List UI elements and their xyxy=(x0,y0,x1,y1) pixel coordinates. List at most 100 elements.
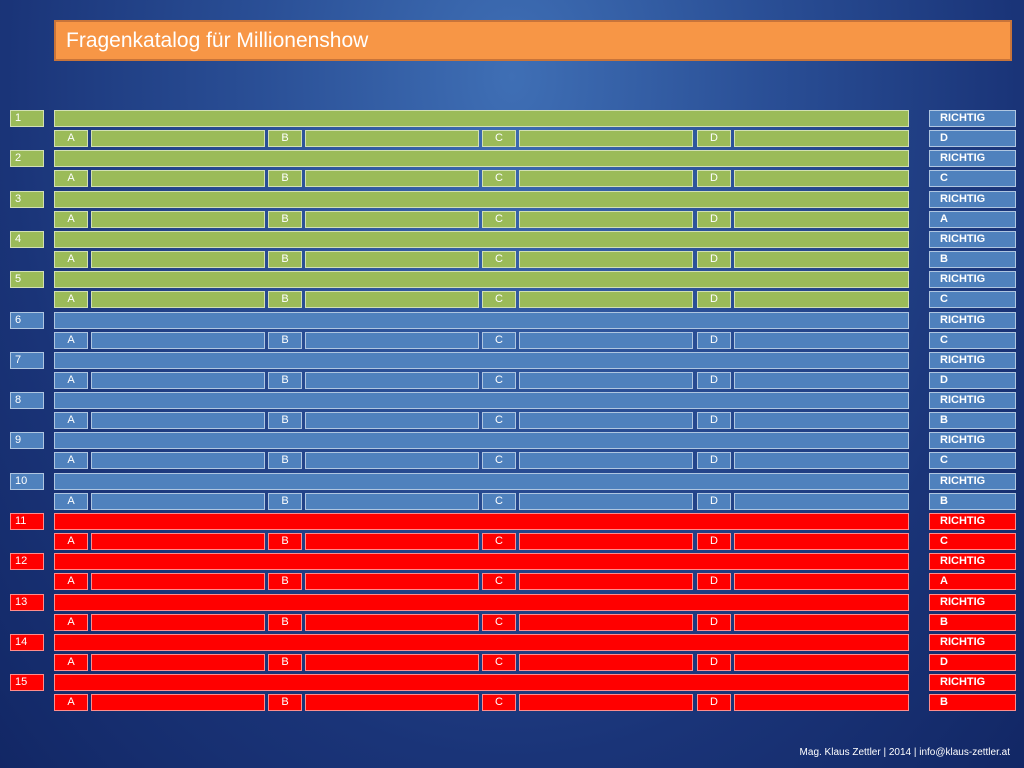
option-c-field[interactable] xyxy=(519,694,693,712)
option-a-field[interactable] xyxy=(91,492,265,510)
question-text-field[interactable] xyxy=(54,553,909,571)
option-a-field[interactable] xyxy=(91,573,265,591)
option-c-field[interactable] xyxy=(519,573,693,591)
option-d-field[interactable] xyxy=(734,250,909,268)
question-row: 14 A B C D RICHTIG D xyxy=(0,633,1024,674)
option-b-field[interactable] xyxy=(305,492,479,510)
question-row: 8 A B C D RICHTIG B xyxy=(0,392,1024,432)
option-c-label: C xyxy=(482,331,516,349)
question-text-field[interactable] xyxy=(54,392,909,410)
option-d-field[interactable] xyxy=(734,452,909,470)
option-a-label: A xyxy=(54,492,88,510)
correct-answer-value: B xyxy=(929,613,1016,631)
question-text-field[interactable] xyxy=(54,311,909,329)
question-number: 10 xyxy=(10,472,44,490)
option-a-field[interactable] xyxy=(91,371,265,389)
option-b-field[interactable] xyxy=(305,653,479,671)
option-c-label: C xyxy=(482,291,516,309)
option-d-field[interactable] xyxy=(734,371,909,389)
option-a-field[interactable] xyxy=(91,452,265,470)
option-c-field[interactable] xyxy=(519,492,693,510)
option-a-field[interactable] xyxy=(91,170,265,188)
option-b-field[interactable] xyxy=(305,210,479,228)
option-a-field[interactable] xyxy=(91,412,265,430)
question-text-field[interactable] xyxy=(54,351,909,369)
question-row: 13 A B C D RICHTIG B xyxy=(0,593,1024,634)
question-row: 4 A B C D RICHTIG B xyxy=(0,230,1024,271)
option-a-field[interactable] xyxy=(91,653,265,671)
option-d-label: D xyxy=(697,412,731,430)
question-text-field[interactable] xyxy=(54,513,909,530)
option-d-field[interactable] xyxy=(734,694,909,712)
option-b-field[interactable] xyxy=(305,291,479,309)
question-text-field[interactable] xyxy=(54,472,909,490)
option-a-label: A xyxy=(54,210,88,228)
option-b-field[interactable] xyxy=(305,371,479,389)
question-text-field[interactable] xyxy=(54,230,909,248)
option-c-field[interactable] xyxy=(519,130,693,147)
option-c-field[interactable] xyxy=(519,613,693,631)
question-text-field[interactable] xyxy=(54,190,909,208)
option-a-field[interactable] xyxy=(91,250,265,268)
option-b-field[interactable] xyxy=(305,170,479,188)
option-a-label: A xyxy=(54,130,88,147)
option-b-field[interactable] xyxy=(305,331,479,349)
option-d-field[interactable] xyxy=(734,653,909,671)
option-b-field[interactable] xyxy=(305,452,479,470)
correct-answer-value: B xyxy=(929,412,1016,430)
option-c-field[interactable] xyxy=(519,533,693,550)
option-d-field[interactable] xyxy=(734,291,909,309)
option-b-field[interactable] xyxy=(305,613,479,631)
question-number: 7 xyxy=(10,351,44,369)
question-text-field[interactable] xyxy=(54,674,909,692)
option-c-field[interactable] xyxy=(519,331,693,349)
option-c-field[interactable] xyxy=(519,371,693,389)
option-c-field[interactable] xyxy=(519,412,693,430)
option-d-field[interactable] xyxy=(734,412,909,430)
option-b-label: B xyxy=(268,533,302,550)
option-c-field[interactable] xyxy=(519,250,693,268)
option-c-field[interactable] xyxy=(519,170,693,188)
question-text-field[interactable] xyxy=(54,432,909,450)
option-d-field[interactable] xyxy=(734,573,909,591)
question-text-field[interactable] xyxy=(54,271,909,289)
option-c-field[interactable] xyxy=(519,653,693,671)
question-text-field[interactable] xyxy=(54,633,909,651)
option-d-field[interactable] xyxy=(734,492,909,510)
option-a-label: A xyxy=(54,452,88,470)
option-a-field[interactable] xyxy=(91,331,265,349)
option-d-label: D xyxy=(697,331,731,349)
option-a-field[interactable] xyxy=(91,694,265,712)
option-d-label: D xyxy=(697,694,731,712)
question-number: 14 xyxy=(10,633,44,651)
option-a-field[interactable] xyxy=(91,210,265,228)
option-c-field[interactable] xyxy=(519,291,693,309)
correct-label: RICHTIG xyxy=(929,674,1016,692)
option-d-field[interactable] xyxy=(734,210,909,228)
question-text-field[interactable] xyxy=(54,150,909,168)
option-d-field[interactable] xyxy=(734,170,909,188)
option-b-field[interactable] xyxy=(305,533,479,550)
option-a-field[interactable] xyxy=(91,613,265,631)
question-row: 9 A B C D RICHTIG C xyxy=(0,432,1024,472)
option-a-field[interactable] xyxy=(91,130,265,147)
option-c-field[interactable] xyxy=(519,452,693,470)
option-b-field[interactable] xyxy=(305,412,479,430)
option-c-field[interactable] xyxy=(519,210,693,228)
question-text-field[interactable] xyxy=(54,110,909,127)
option-d-field[interactable] xyxy=(734,130,909,147)
option-c-label: C xyxy=(482,170,516,188)
option-b-field[interactable] xyxy=(305,694,479,712)
option-b-field[interactable] xyxy=(305,573,479,591)
option-a-field[interactable] xyxy=(91,291,265,309)
option-b-field[interactable] xyxy=(305,130,479,147)
correct-answer-value: C xyxy=(929,533,1016,550)
option-d-field[interactable] xyxy=(734,331,909,349)
option-d-field[interactable] xyxy=(734,613,909,631)
option-b-field[interactable] xyxy=(305,250,479,268)
option-a-field[interactable] xyxy=(91,533,265,550)
correct-answer-value: D xyxy=(929,130,1016,147)
question-text-field[interactable] xyxy=(54,593,909,611)
option-a-label: A xyxy=(54,331,88,349)
option-d-field[interactable] xyxy=(734,533,909,550)
